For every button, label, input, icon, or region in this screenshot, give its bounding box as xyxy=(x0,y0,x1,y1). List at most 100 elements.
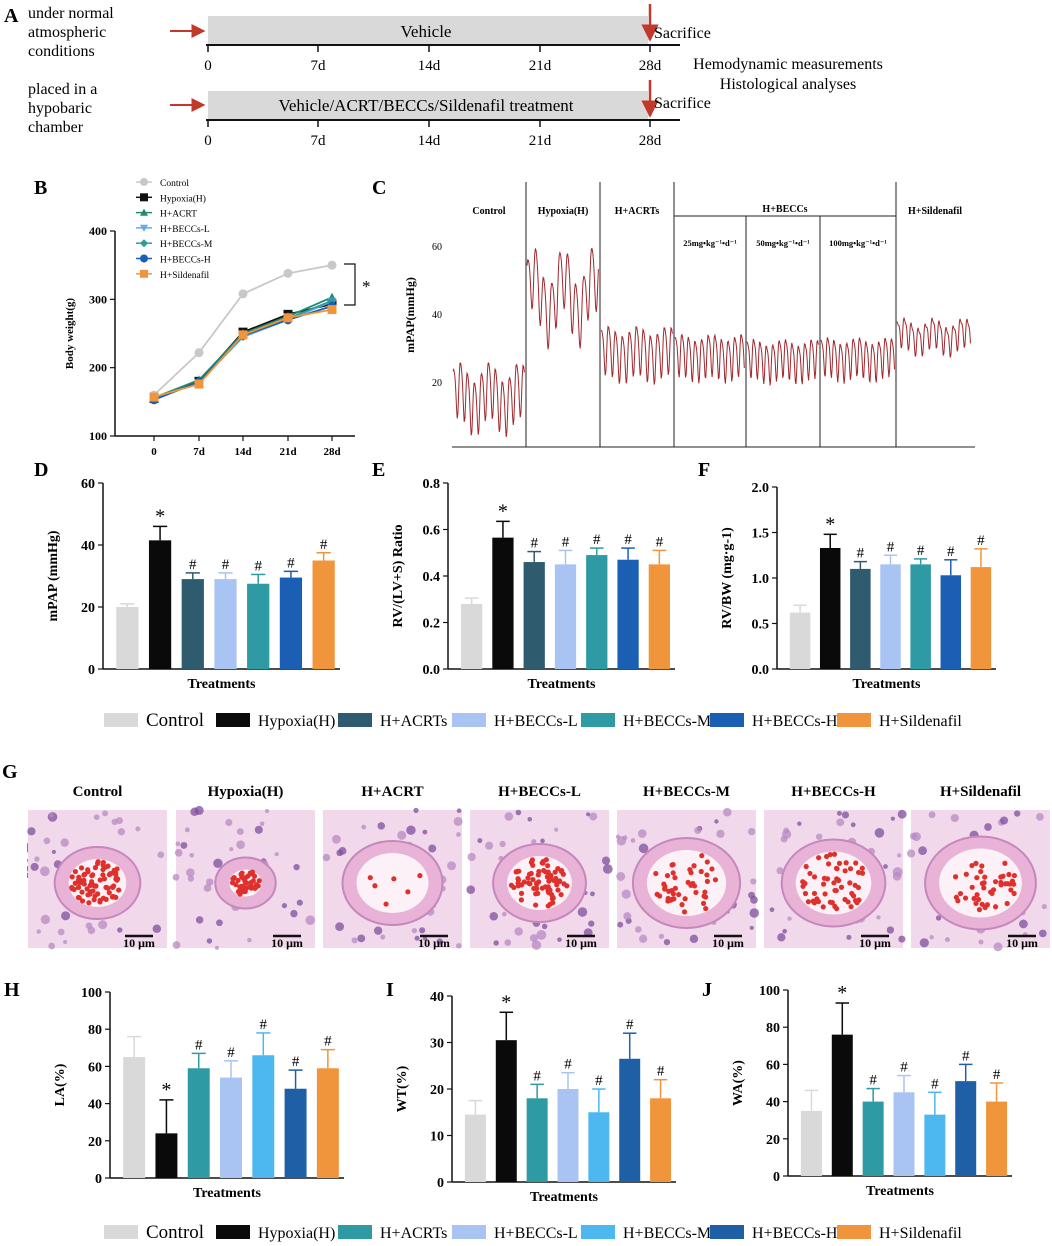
he-nucleus xyxy=(229,847,234,852)
timeline-row2-tick-28d: 28d xyxy=(639,133,662,149)
he-rbc xyxy=(973,860,979,866)
he-nucleus xyxy=(236,828,244,836)
he-rbc xyxy=(805,899,811,905)
he-rbc xyxy=(1003,881,1009,887)
he-nucleus xyxy=(906,849,916,858)
series-marker xyxy=(327,305,337,315)
he-rbc xyxy=(704,859,710,865)
legend-swatch xyxy=(837,1225,871,1239)
he-rbc xyxy=(539,860,545,866)
he-rbc xyxy=(1011,890,1017,897)
legend-label: Control xyxy=(160,179,189,189)
bar-h-sildenafil xyxy=(970,567,992,669)
he-rbc xyxy=(701,893,707,899)
y-tick-label: 100 xyxy=(759,984,780,999)
bar-h-beccs-h xyxy=(940,575,962,669)
he-nucleus xyxy=(187,875,195,882)
he-rbc xyxy=(113,872,119,878)
he-nucleus xyxy=(554,827,559,832)
trace-wave-segment xyxy=(674,333,745,384)
bar-h-beccs-l xyxy=(893,1092,915,1176)
he-rbc xyxy=(527,881,533,887)
he-rbc xyxy=(534,886,540,892)
he-nucleus xyxy=(264,809,270,814)
trace-label-beccs: H+BECCs xyxy=(762,204,807,215)
he-nucleus xyxy=(214,945,219,950)
he-nucleus xyxy=(993,942,1003,952)
he-rbc xyxy=(240,883,246,889)
he-scalebar-label: 10 μm xyxy=(1006,936,1038,950)
he-nucleus xyxy=(541,923,548,930)
he-rbc xyxy=(555,887,561,893)
he-rbc xyxy=(86,900,92,906)
chart-la: 0 20 40 60 80 100 LA(%) Treatments * # # # # # xyxy=(53,986,344,1201)
he-rbc xyxy=(79,898,86,904)
he-nucleus xyxy=(782,829,792,839)
he-nucleus xyxy=(338,847,347,855)
series-line-h-sildenafil xyxy=(153,308,333,398)
he-nucleus xyxy=(978,939,984,945)
trace-ytick-20: 20 xyxy=(432,378,442,389)
he-rbc xyxy=(79,889,85,895)
bar-h-beccs-h xyxy=(617,559,639,669)
he-nucleus xyxy=(274,852,279,857)
he-nucleus xyxy=(499,840,506,848)
he-rbc xyxy=(114,866,120,872)
he-rbc xyxy=(998,882,1004,888)
he-nucleus xyxy=(447,861,457,871)
he-nucleus xyxy=(602,864,613,874)
trace-wave-segment xyxy=(526,248,599,350)
he-lumen xyxy=(356,853,429,913)
he-rbc xyxy=(859,865,865,871)
he-rbc xyxy=(230,876,236,882)
he-rbc xyxy=(691,883,698,889)
series-marker xyxy=(140,239,148,248)
legend-swatch xyxy=(216,1225,250,1239)
he-nucleus xyxy=(216,919,223,927)
he-rbc xyxy=(518,882,525,888)
he-nucleus xyxy=(769,907,775,913)
significance-mark: # xyxy=(656,534,664,550)
significance-mark: # xyxy=(320,537,328,553)
he-rbc xyxy=(95,859,101,865)
y-tick-label: 0.0 xyxy=(423,663,441,678)
he-nucleus xyxy=(747,827,756,836)
he-nucleus xyxy=(40,914,51,925)
he-rbc xyxy=(1011,872,1017,879)
he-title: H+ACRT xyxy=(361,784,423,800)
he-rbc xyxy=(800,883,806,889)
he-nucleus xyxy=(689,934,699,944)
he-rbc xyxy=(92,865,99,871)
he-rbc xyxy=(555,866,561,872)
he-nucleus xyxy=(456,942,462,949)
y-tick-label: 200 xyxy=(89,361,107,375)
y-tick-label: 10 xyxy=(430,1130,444,1145)
significance-mark: # xyxy=(287,555,295,571)
significance-mark: # xyxy=(857,546,865,562)
he-rbc xyxy=(807,870,813,877)
he-rbc xyxy=(1002,860,1008,866)
he-rbc xyxy=(662,883,668,889)
he-nucleus xyxy=(63,939,68,945)
x-tick-label: 21d xyxy=(279,446,296,458)
significance-mark: # xyxy=(227,1045,235,1061)
x-axis-label: Treatments xyxy=(853,677,921,692)
trace-wave-segment xyxy=(746,338,819,386)
legend-swatch xyxy=(837,713,871,727)
he-rbc xyxy=(514,868,521,874)
he-rbc xyxy=(679,902,685,908)
significance-mark: # xyxy=(292,1054,300,1070)
he-rbc xyxy=(670,870,676,876)
he-nucleus xyxy=(1038,929,1047,938)
x-tick-label: 0 xyxy=(151,446,157,458)
y-tick-label: 20 xyxy=(81,601,95,616)
legend-swatch xyxy=(216,713,250,727)
trace-dose-100: 100mg•kg⁻¹•d⁻¹ xyxy=(829,238,887,248)
he-rbc xyxy=(530,876,536,883)
he-rbc xyxy=(821,875,828,881)
he-nucleus xyxy=(841,811,850,819)
significance-mark: # xyxy=(595,1073,603,1089)
he-image-h-acrt: H+ACRT 10 μm xyxy=(322,784,463,950)
he-nucleus xyxy=(663,939,671,946)
he-nucleus xyxy=(397,830,407,840)
